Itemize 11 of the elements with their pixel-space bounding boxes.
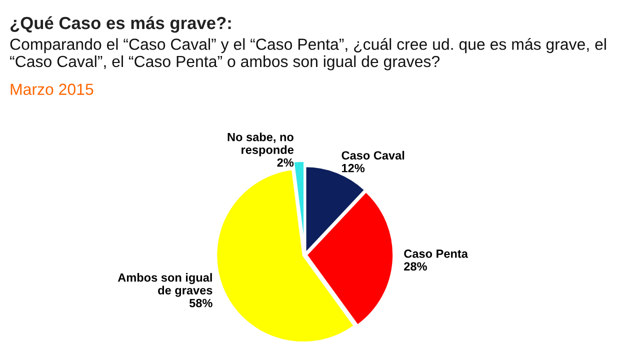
- slice-label: Ambos son igual de graves: [118, 273, 212, 297]
- text: Marzo 2015: [10, 84, 94, 95]
- slice-label: No sabe, no responde: [228, 132, 294, 156]
- data-label: 12%: [342, 164, 365, 172]
- chart-subtitle: Comparando el “Caso Caval” y el “Caso Penta”, ¿cuál cree ud. que es más grave, el “Caso Caval”, el “Caso Penta” o ambos son igual de graves?: [10, 38, 606, 70]
- chart-title: ¿Qué Caso es más grave?:: [10, 16, 231, 33]
- data-label: 58%: [189, 298, 212, 308]
- data-label: 2%: [277, 158, 294, 167]
- slice-label: Caso Caval: [342, 150, 404, 160]
- data-label: 28%: [404, 262, 427, 271]
- slice-label: Caso Penta: [404, 250, 468, 258]
